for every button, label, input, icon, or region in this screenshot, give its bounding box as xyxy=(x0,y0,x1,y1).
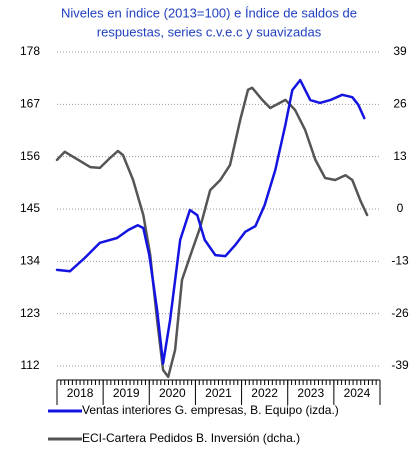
y2-tick-label: -39 xyxy=(391,358,409,372)
series-line xyxy=(55,78,366,365)
y-tick-label: 123 xyxy=(20,306,40,320)
x-tick-label: 2019 xyxy=(113,386,140,400)
x-tick-label: 2023 xyxy=(297,386,324,400)
y-tick-label: 112 xyxy=(20,358,39,372)
legend-label: ECI-Cartera Pedidos B. Inversión (dcha.) xyxy=(82,431,300,445)
y2-tick-label: 0 xyxy=(397,201,404,215)
y-tick-label: 178 xyxy=(20,44,40,58)
y-tick-label: 167 xyxy=(20,97,40,111)
x-tick-label: 2024 xyxy=(344,386,371,400)
y2-tick-label: -13 xyxy=(391,254,409,268)
x-tick-label: 2020 xyxy=(159,386,186,400)
y2-tick-label: 13 xyxy=(393,149,407,163)
y2-tick-label: 26 xyxy=(393,97,407,111)
series-line xyxy=(55,86,369,379)
legend-label: Ventas interiores G. empresas, B. Equipo… xyxy=(82,403,339,417)
y2-tick-label: 39 xyxy=(393,44,407,58)
y-tick-label: 156 xyxy=(20,149,40,163)
y-tick-label: 134 xyxy=(20,254,40,268)
y2-tick-label: -26 xyxy=(391,306,409,320)
x-tick-label: 2021 xyxy=(205,386,232,400)
y-tick-label: 145 xyxy=(20,201,40,215)
chart-title: Niveles en índice (2013=100) e Índice de… xyxy=(61,5,357,20)
chart-title: respuestas, series c.v.e.c y suavizadas xyxy=(97,24,322,39)
x-tick-label: 2022 xyxy=(251,386,278,400)
x-tick-label: 2018 xyxy=(67,386,94,400)
